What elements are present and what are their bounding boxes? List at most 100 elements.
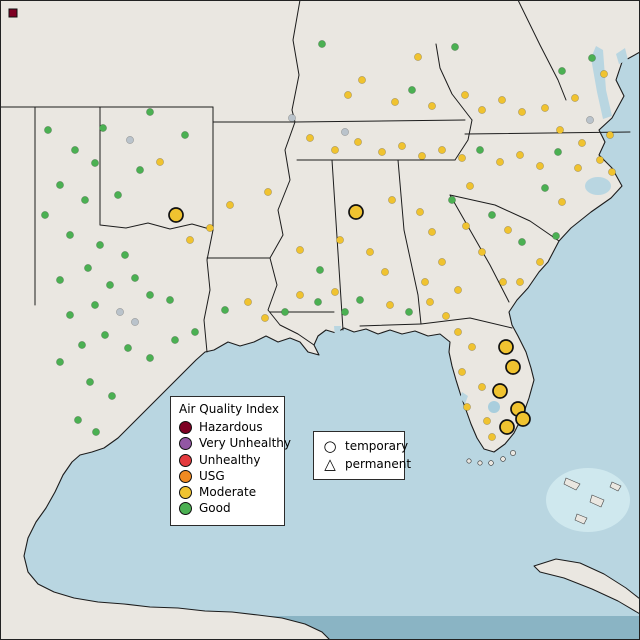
shallow-bank	[546, 468, 630, 532]
station-marker	[438, 146, 446, 154]
station-marker	[356, 296, 364, 304]
aqi-legend-swatch	[179, 437, 192, 451]
station-marker	[428, 102, 436, 110]
station-marker	[552, 232, 560, 240]
aqi-legend-label: Moderate	[199, 484, 257, 499]
station-marker	[454, 328, 462, 336]
station-marker	[168, 207, 184, 223]
station-marker	[348, 204, 364, 220]
station-type-legend-items: ○ temporary △ permanent	[322, 439, 411, 473]
station-marker	[354, 138, 362, 146]
station-marker	[331, 146, 339, 154]
station-marker	[405, 308, 413, 316]
station-marker	[318, 40, 326, 48]
station-marker	[574, 164, 582, 172]
station-marker	[71, 146, 79, 154]
station-marker	[454, 286, 462, 294]
station-marker	[81, 196, 89, 204]
station-marker	[458, 368, 466, 376]
station-marker	[596, 156, 604, 164]
station-marker	[608, 168, 616, 176]
aqi-legend-swatch	[179, 453, 192, 467]
station-marker	[191, 328, 199, 336]
station-marker	[101, 331, 109, 339]
station-marker	[518, 238, 526, 246]
station-marker	[416, 208, 424, 216]
aqi-legend-swatch	[179, 502, 192, 516]
station-marker	[386, 301, 394, 309]
station-marker	[378, 148, 386, 156]
station-marker	[146, 354, 154, 362]
station-marker	[288, 114, 296, 122]
station-marker	[126, 136, 134, 144]
station-marker	[476, 146, 484, 154]
station-marker	[74, 416, 82, 424]
station-marker	[91, 301, 99, 309]
station-marker	[461, 91, 469, 99]
station-marker	[541, 184, 549, 192]
station-marker	[388, 196, 396, 204]
station-marker	[558, 198, 566, 206]
station-marker	[421, 278, 429, 286]
station-marker	[86, 378, 94, 386]
aqi-legend-label: Unhealthy	[199, 452, 261, 467]
station-marker	[438, 258, 446, 266]
station-type-item: ○ temporary	[322, 439, 408, 454]
florida-keys	[466, 450, 516, 466]
station-marker	[344, 91, 352, 99]
station-marker	[121, 251, 129, 259]
station-marker	[206, 224, 214, 232]
station-marker	[91, 159, 99, 167]
station-marker	[264, 188, 272, 196]
station-marker	[131, 274, 139, 282]
station-marker	[186, 236, 194, 244]
aqi-legend-label: Good	[199, 501, 231, 516]
station-marker	[488, 211, 496, 219]
station-marker	[483, 417, 491, 425]
aqi-legend-item: Moderate	[179, 484, 275, 500]
station-marker	[92, 428, 100, 436]
station-marker	[331, 288, 339, 296]
station-marker	[181, 131, 189, 139]
station-marker	[66, 311, 74, 319]
state-borders	[0, 0, 631, 353]
station-marker	[478, 248, 486, 256]
station-marker	[606, 131, 614, 139]
station-marker	[146, 108, 154, 116]
lake-okeechobee	[488, 401, 500, 413]
station-marker	[44, 126, 52, 134]
station-marker	[166, 296, 174, 304]
station-marker	[56, 358, 64, 366]
station-marker	[96, 241, 104, 249]
station-marker	[556, 126, 564, 134]
station-type-label: permanent	[345, 456, 412, 471]
station-marker	[156, 158, 164, 166]
station-marker	[518, 108, 526, 116]
station-marker	[466, 182, 474, 190]
station-marker	[571, 94, 579, 102]
station-marker	[341, 308, 349, 316]
station-marker	[226, 201, 234, 209]
station-marker	[554, 148, 562, 156]
station-marker	[408, 86, 416, 94]
station-marker	[600, 70, 608, 78]
station-marker	[316, 266, 324, 274]
station-marker	[41, 211, 49, 219]
station-marker	[296, 291, 304, 299]
aqi-legend-item: USG	[179, 469, 275, 483]
coastal-water	[334, 46, 628, 404]
station-marker	[516, 278, 524, 286]
aqi-legend-items: Hazardous Very Unhealthy Unhealthy USG Moder…	[179, 420, 291, 516]
aqi-legend-swatch	[179, 421, 192, 435]
station-marker	[558, 67, 566, 75]
station-marker	[146, 291, 154, 299]
station-marker	[462, 222, 470, 230]
bahamas-islands	[563, 477, 622, 525]
station-marker	[505, 359, 521, 375]
station-marker	[451, 43, 459, 51]
station-marker	[515, 411, 531, 427]
station-type-item: △ permanent	[322, 455, 411, 473]
triangle-symbol-icon: △	[324, 455, 336, 473]
